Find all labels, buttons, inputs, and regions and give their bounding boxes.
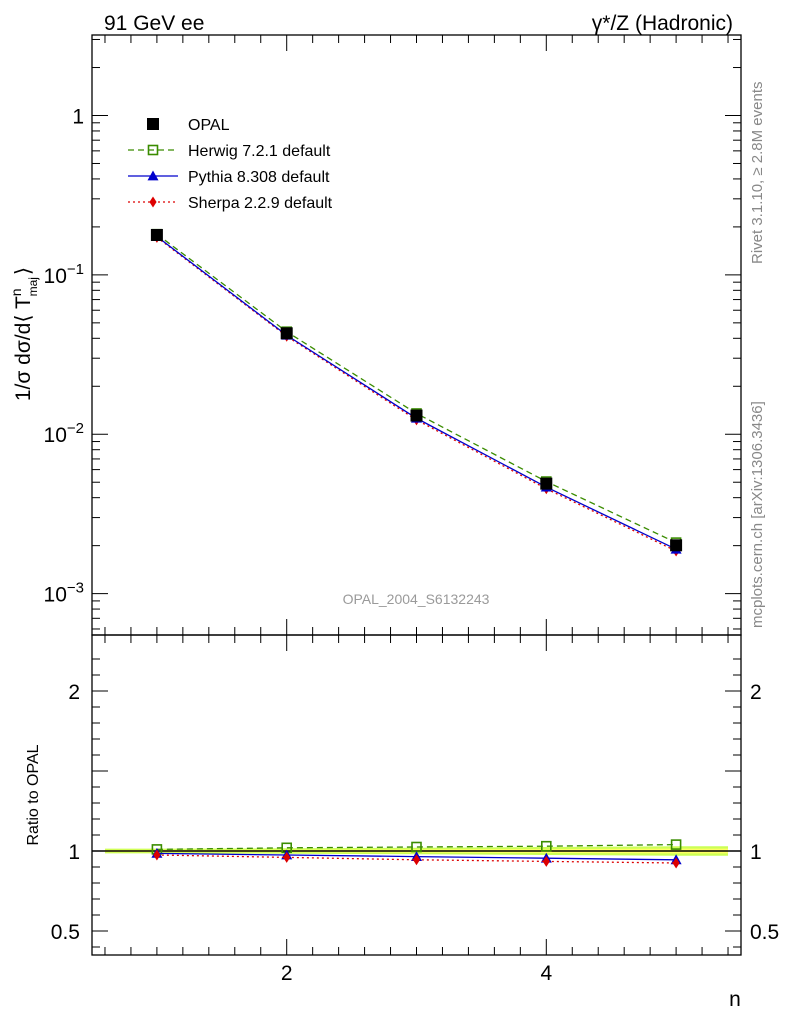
series-line [156,236,677,552]
legend-entry: Herwig 7.2.1 default [128,143,331,160]
ratio-point [670,839,682,850]
ratio-y-tick-label: 1 [68,841,80,864]
x-tick-label: 4 [540,962,552,985]
rivet-label: Rivet 3.1.10, ≥ 2.8M events [749,82,766,265]
data-point [151,229,162,240]
legend-entry: Sherpa 2.2.9 default [128,195,333,212]
main-y-tick-labels: 1 10−1 10−2 10−3 [44,106,84,607]
ratio-y-tick-label-right: 2 [750,681,762,704]
x-tick-label: 2 [281,962,293,985]
legend-entry: OPAL [147,117,230,134]
ratio-line [156,843,677,851]
ratio-series-group [151,839,682,869]
ratio-y-tick-label-right: 0.5 [750,921,779,944]
series-pythia [151,231,682,554]
data-point [411,410,422,421]
legend-label: OPAL [188,117,230,134]
ratio-point [412,854,421,866]
series-line [156,236,677,550]
data-point [281,328,292,339]
legend: OPAL Herwig 7.2.1 default Pythia 8.308 def… [128,117,333,212]
main-y-tick-label: 1 [72,106,84,129]
legend-label: Pythia 8.308 default [188,169,330,186]
data-point [671,540,682,551]
ratio-line [156,854,677,864]
legend-label: Sherpa 2.2.9 default [188,195,333,212]
ratio-axis-ticks [92,635,741,955]
legend-entry: Pythia 8.308 default [128,169,330,186]
header-right: γ*/Z (Hadronic) [592,12,733,35]
ratio-point [153,849,161,861]
ratio-y-tick-label-right: 1 [750,841,762,864]
legend-marker [147,118,159,130]
legend-marker [147,144,159,156]
main-axis-ticks [92,35,741,635]
main-y-axis-label: 1/σ dσ/d⟨ Tn maj⟩ [8,267,40,401]
ratio-series-sherpa [153,849,680,869]
legend-label: Herwig 7.2.1 default [188,143,331,160]
ratio-panel: 0.5 0.5 1 1 2 2 2 4 Ratio to OPAL n [25,634,779,1011]
main-y-tick-label: 10−1 [44,261,84,288]
ratio-frame [91,634,742,956]
header-left: 91 GeV ee [104,12,204,35]
series-opal-top [151,229,682,551]
legend-marker [147,170,159,181]
legend-marker [149,196,157,208]
ratio-point [283,851,291,863]
analysis-watermark: OPAL_2004_S6132243 [343,591,490,607]
data-point [541,478,552,489]
main-y-tick-label: 10−3 [44,580,84,607]
ratio-y-axis-label: Ratio to OPAL [25,744,42,845]
mcplots-label: mcplots.cern.ch [arXiv:1306.3436] [749,401,766,628]
ratio-y-tick-label: 0.5 [51,921,80,944]
ratio-point [540,840,552,852]
series-opal [150,228,683,552]
main-series-group [150,228,683,557]
ratio-point [672,857,680,869]
x-axis-label: n [729,988,741,1011]
series-herwig [151,228,682,548]
ratio-y-tick-label: 2 [68,681,80,704]
series-line [156,233,677,544]
ratio-point [542,855,550,867]
main-panel: 1 10−1 10−2 10−3 OPAL_2004_S6132243 1/σ dσ/… [8,34,742,636]
main-y-tick-label: 10−2 [44,420,84,447]
ratio-tick-labels: 0.5 0.5 1 1 2 2 2 4 [51,681,779,985]
